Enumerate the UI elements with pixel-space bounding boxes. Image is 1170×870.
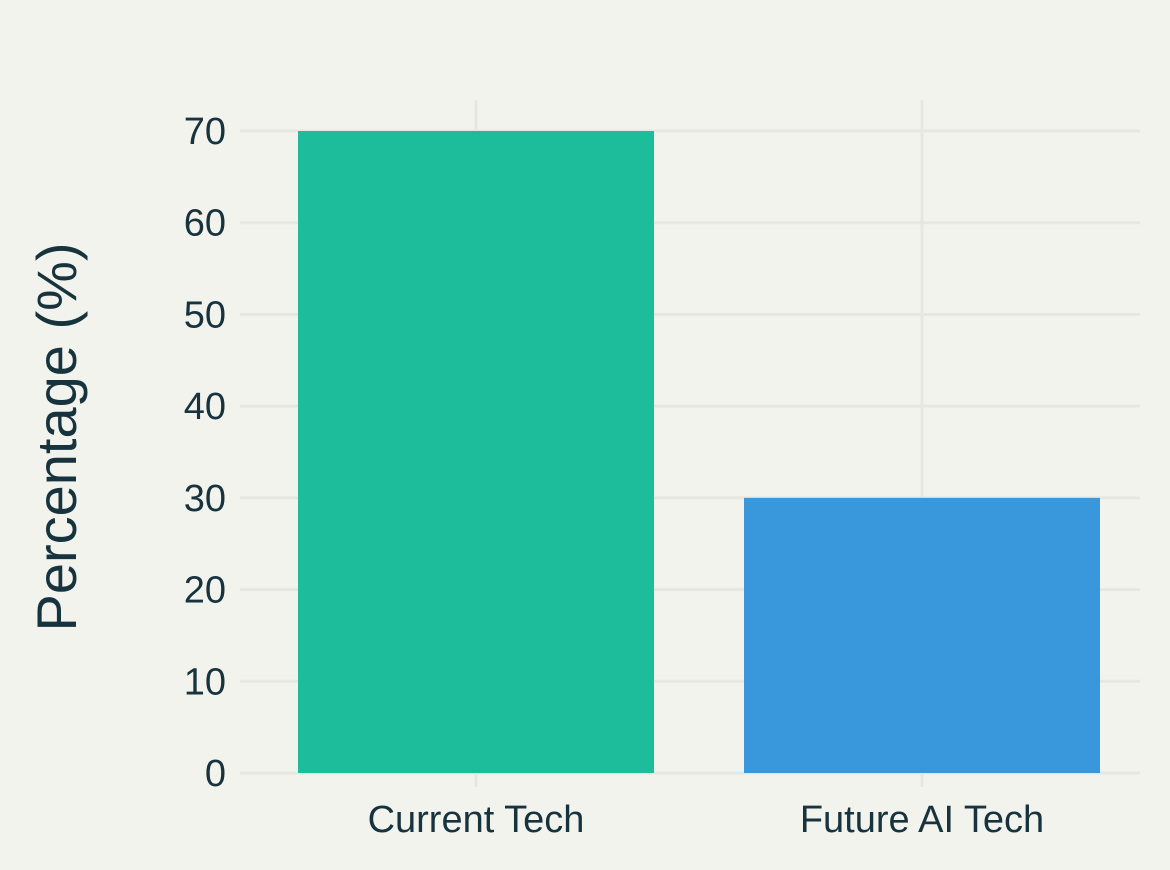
x-tick-label: Current Tech [368, 799, 585, 841]
y-axis-title: Percentage (%) [25, 242, 88, 631]
bars [298, 131, 1100, 773]
y-tick-label: 20 [184, 570, 226, 612]
y-tick-label: 70 [184, 111, 226, 153]
y-tick-label: 40 [184, 386, 226, 428]
x-axis-ticks: Current Tech Future AI Tech [368, 799, 1045, 841]
bar [744, 497, 1100, 773]
y-tick-label: 50 [184, 294, 226, 336]
y-tick-label: 0 [205, 753, 226, 795]
bar [298, 131, 654, 773]
y-tick-label: 30 [184, 478, 226, 520]
y-tick-label: 10 [184, 661, 226, 703]
x-tick-label: Future AI Tech [800, 799, 1044, 841]
y-axis-ticks: 0 10 20 30 40 50 60 70 [184, 111, 226, 795]
y-tick-label: 60 [184, 203, 226, 245]
